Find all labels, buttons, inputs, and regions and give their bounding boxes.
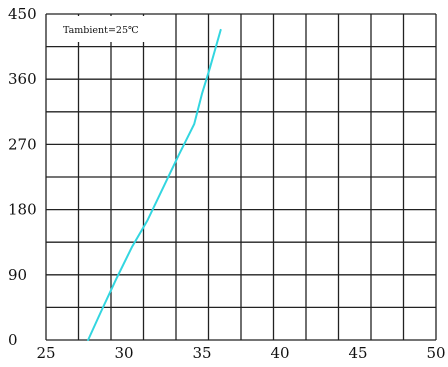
x-tick-label: 45: [348, 344, 367, 362]
y-tick-label: 0: [8, 331, 18, 349]
y-tick-label: 180: [8, 201, 37, 219]
y-tick-label: 450: [8, 5, 37, 23]
x-tick-label: 50: [426, 344, 445, 362]
y-tick-label: 270: [8, 135, 37, 153]
series-line: [87, 28, 222, 341]
x-tick-label: 30: [114, 344, 133, 362]
grid: [45, 13, 437, 341]
tick-labels: 25 30 35 40 45 50 0 90 180 270 360 450: [8, 5, 446, 362]
x-tick-label: 40: [270, 344, 289, 362]
y-tick-label: 90: [8, 266, 27, 284]
x-tick-label: 25: [36, 344, 55, 362]
series-layer: [87, 28, 222, 341]
annotation-box: [55, 16, 145, 42]
annotation-layer: Tambient=25℃: [55, 16, 145, 42]
x-tick-label: 35: [192, 344, 211, 362]
annotation-label: Tambient=25℃: [63, 25, 139, 36]
y-tick-label: 360: [8, 70, 37, 88]
